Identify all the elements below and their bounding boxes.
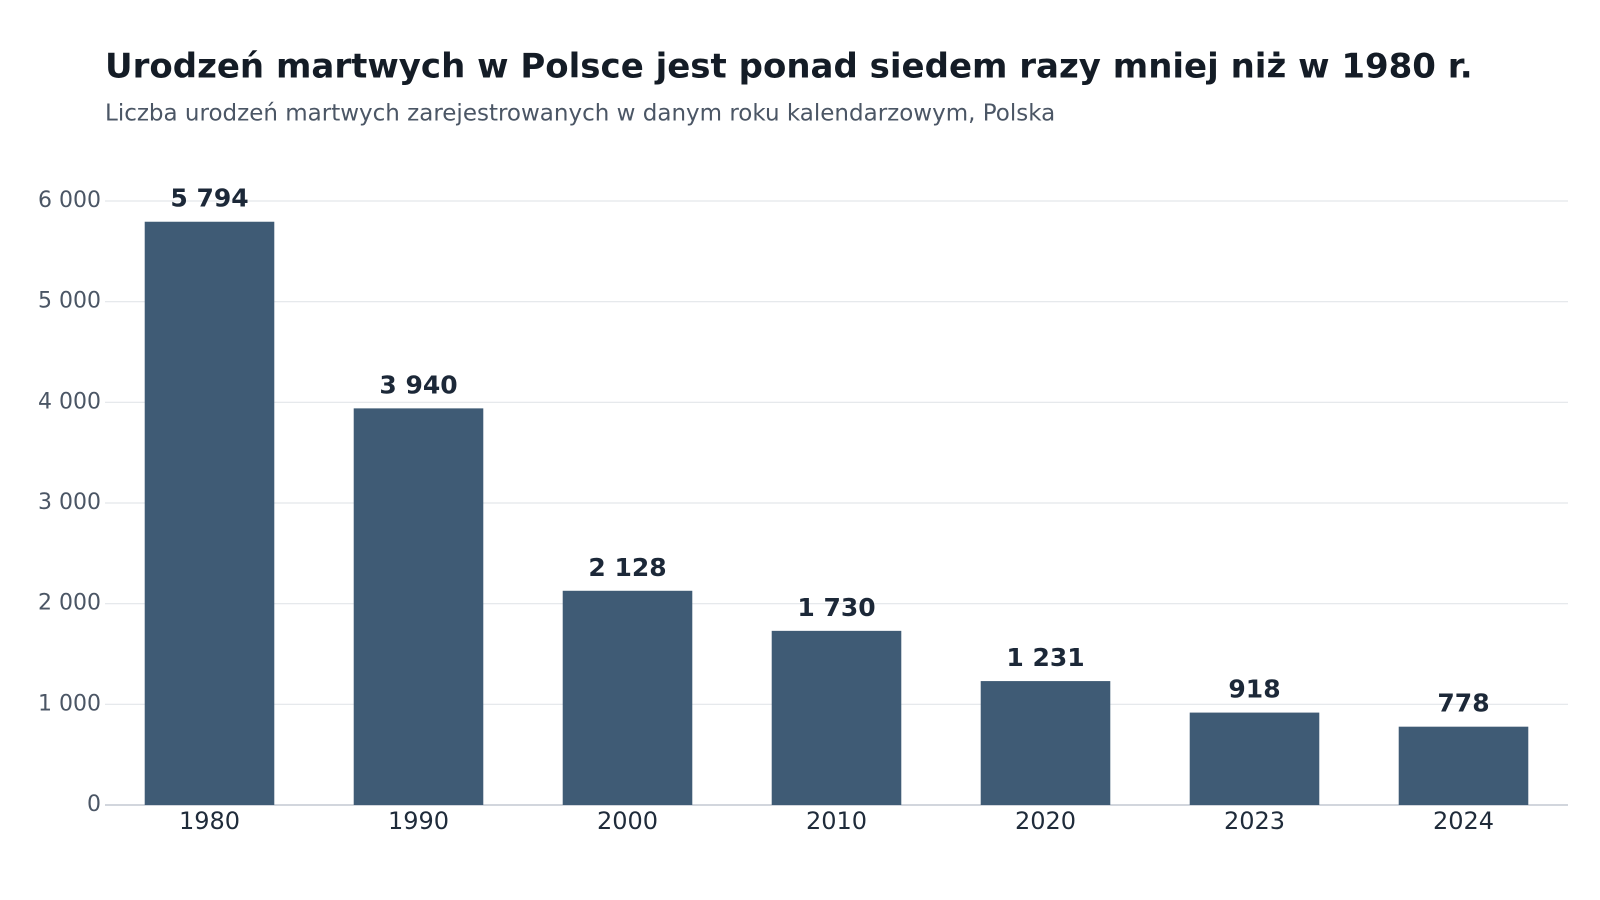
x-tick-label: 2010	[806, 807, 867, 835]
x-tick-label: 2024	[1433, 807, 1494, 835]
bar	[1398, 726, 1529, 805]
x-tick-label: 1980	[179, 807, 240, 835]
chart-title: Urodzeń martwych w Polsce jest ponad sie…	[105, 47, 1473, 87]
bar	[144, 221, 275, 806]
value-label: 1 730	[797, 593, 875, 622]
bar	[980, 681, 1111, 805]
bar	[353, 408, 484, 805]
x-tick-label: 2020	[1015, 807, 1076, 835]
y-tick-label: 0	[87, 792, 101, 817]
bar	[1189, 712, 1320, 805]
y-tick-label: 6 000	[38, 188, 101, 213]
value-label: 1 231	[1006, 643, 1084, 672]
y-tick-label: 5 000	[38, 289, 101, 314]
x-tick-label: 2023	[1224, 807, 1285, 835]
value-label: 918	[1228, 675, 1280, 704]
value-label: 778	[1437, 689, 1489, 718]
x-tick-label: 1990	[388, 807, 449, 835]
x-tick-label: 2000	[597, 807, 658, 835]
bar	[771, 630, 902, 805]
value-label: 2 128	[588, 553, 666, 582]
y-tick-label: 3 000	[38, 490, 101, 515]
value-label: 3 940	[379, 370, 457, 399]
y-tick-label: 2 000	[38, 591, 101, 616]
chart-subtitle: Liczba urodzeń martwych zarejestrowanych…	[105, 101, 1055, 127]
y-tick-label: 4 000	[38, 389, 101, 414]
value-label: 5 794	[170, 184, 248, 213]
bar	[562, 590, 693, 805]
y-tick-label: 1 000	[38, 691, 101, 716]
